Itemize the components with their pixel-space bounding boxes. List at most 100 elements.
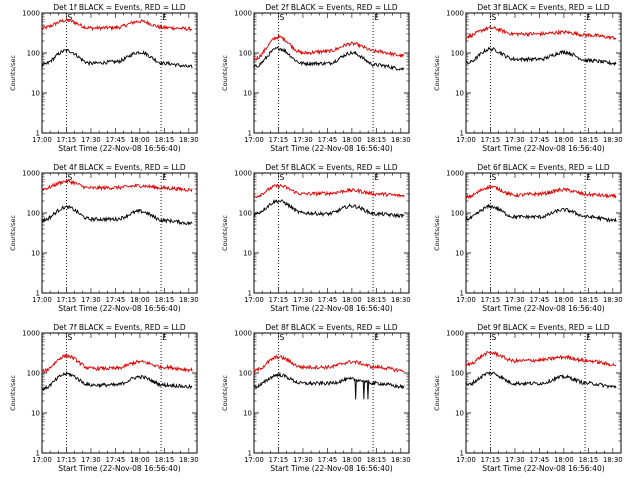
y-tick-label: 10 (31, 90, 40, 98)
x-tick-label: 17:15 (269, 296, 289, 304)
x-tick-label: 17:15 (481, 136, 501, 144)
x-tick-label: 17:45 (106, 456, 126, 464)
y-axis-label: Counts/sec (221, 215, 229, 251)
y-tick-label: 1000 (234, 10, 252, 18)
y-tick-label: 10 (243, 250, 252, 258)
start-marker-label: S (67, 173, 72, 182)
x-tick-label: 17:00 (244, 136, 264, 144)
start-marker-label: S (491, 13, 496, 22)
x-tick-label: 17:00 (244, 296, 264, 304)
x-tick-label: 17:15 (481, 296, 501, 304)
x-tick-label: 17:30 (505, 136, 525, 144)
events-series-line (253, 371, 405, 400)
x-tick-label: 18:00 (130, 136, 150, 144)
plot-frame (253, 12, 410, 134)
x-tick-label: 18:00 (342, 296, 362, 304)
events-series-line (253, 46, 405, 71)
y-tick-label: 10 (455, 250, 464, 258)
x-tick-label: 17:45 (530, 456, 550, 464)
detector-panel-8: Det 8f BLACK = Events, RED = LLD 1 10 100 10… (221, 323, 411, 473)
x-axis-label: Start Time (22-Nov-08 16:56:40) (58, 464, 180, 473)
x-tick-label: 18:30 (603, 136, 623, 144)
x-tick-label: 18:00 (554, 136, 574, 144)
events-series-line (253, 199, 405, 219)
detector-panel-2: Det 2f BLACK = Events, RED = LLD 1 10 100 10… (221, 3, 411, 153)
panel-title: Det 2f BLACK = Events, RED = LLD (265, 3, 398, 12)
end-marker-label: E (374, 333, 379, 342)
start-marker-label: S (279, 13, 284, 22)
x-tick-label: 17:00 (32, 296, 52, 304)
x-tick-label: 18:15 (579, 456, 599, 464)
x-tick-label: 17:30 (293, 296, 313, 304)
y-tick-label: 1000 (22, 330, 40, 338)
x-tick-label: 17:30 (505, 456, 525, 464)
x-tick-label: 18:15 (579, 296, 599, 304)
x-tick-label: 17:15 (269, 456, 289, 464)
x-tick-label: 18:30 (391, 456, 411, 464)
events-series-line (41, 370, 193, 392)
y-tick-label: 1 (248, 290, 252, 298)
x-tick-label: 18:15 (367, 296, 387, 304)
x-axis-label: Start Time (22-Nov-08 16:56:40) (482, 304, 604, 313)
y-tick-label: 100 (239, 50, 252, 58)
x-tick-label: 17:15 (269, 136, 289, 144)
y-tick-label: 1 (460, 450, 464, 458)
lld-series-line (253, 33, 405, 61)
y-tick-label: 10 (31, 410, 40, 418)
plot-frame (41, 172, 198, 294)
y-tick-label: 1 (460, 290, 464, 298)
y-tick-label: 100 (27, 50, 40, 58)
x-axis-label: Start Time (22-Nov-08 16:56:40) (58, 304, 180, 313)
x-tick-label: 18:00 (130, 456, 150, 464)
x-tick-label: 18:00 (130, 296, 150, 304)
lld-series-line (254, 183, 405, 199)
lld-series-line (41, 17, 193, 32)
y-tick-label: 1 (248, 450, 252, 458)
panel-title: Det 1f BLACK = Events, RED = LLD (53, 3, 186, 12)
detector-panel-5: Det 5f BLACK = Events, RED = LLD 1 10 100 10… (221, 163, 411, 313)
end-marker-label: E (162, 13, 167, 22)
y-tick-label: 1000 (446, 330, 464, 338)
x-tick-label: 17:30 (505, 296, 525, 304)
y-tick-label: 1000 (446, 10, 464, 18)
events-series-line (465, 370, 617, 390)
x-tick-label: 17:30 (293, 136, 313, 144)
y-axis-label: Counts/sec (9, 55, 17, 91)
x-tick-label: 17:00 (456, 296, 476, 304)
x-tick-label: 18:30 (603, 456, 623, 464)
y-tick-label: 100 (27, 370, 40, 378)
panel-title: Det 5f BLACK = Events, RED = LLD (265, 163, 398, 172)
x-tick-label: 17:30 (81, 456, 101, 464)
y-tick-label: 1 (36, 290, 40, 298)
panel-title: Det 6f BLACK = Events, RED = LLD (477, 163, 610, 172)
x-axis-label: Start Time (22-Nov-08 16:56:40) (270, 304, 392, 313)
x-axis-label: Start Time (22-Nov-08 16:56:40) (482, 464, 604, 473)
x-tick-label: 17:00 (456, 136, 476, 144)
detector-panel-4: Det 4f BLACK = Events, RED = LLD 1 10 100 10… (9, 163, 199, 313)
start-marker-label: S (67, 333, 72, 342)
x-tick-label: 17:30 (293, 456, 313, 464)
x-tick-label: 18:00 (342, 136, 362, 144)
start-marker-label: S (67, 13, 72, 22)
end-marker-label: E (586, 333, 591, 342)
x-tick-label: 18:15 (155, 136, 175, 144)
start-marker-label: S (279, 333, 284, 342)
x-axis-label: Start Time (22-Nov-08 16:56:40) (482, 144, 604, 153)
y-axis-label: Counts/sec (433, 55, 441, 91)
y-tick-label: 1 (460, 130, 464, 138)
x-tick-label: 17:45 (318, 136, 338, 144)
y-tick-label: 1000 (446, 170, 464, 178)
plot-frame (41, 332, 198, 454)
plot-frame (465, 332, 622, 454)
panel-title: Det 3f BLACK = Events, RED = LLD (477, 3, 610, 12)
y-tick-label: 10 (455, 90, 464, 98)
x-tick-label: 18:30 (603, 296, 623, 304)
panel-title: Det 8f BLACK = Events, RED = LLD (265, 323, 398, 332)
x-tick-label: 17:15 (57, 136, 77, 144)
x-tick-label: 18:15 (155, 296, 175, 304)
y-tick-label: 100 (451, 50, 464, 58)
events-series-line (465, 203, 617, 223)
lld-series-line (465, 184, 617, 200)
x-tick-label: 18:15 (367, 136, 387, 144)
